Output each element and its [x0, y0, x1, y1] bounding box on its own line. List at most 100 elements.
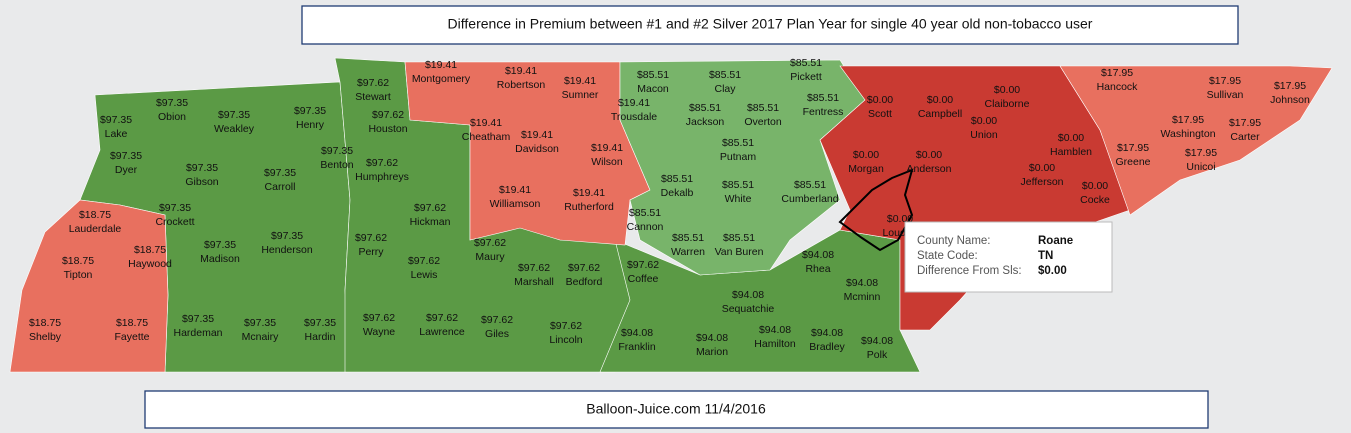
footer-box	[144, 390, 1209, 429]
county-value: $0.00	[867, 94, 893, 106]
county-name: Obion	[158, 111, 186, 123]
county-name: Rutherford	[564, 201, 614, 213]
county-value: $17.95	[1229, 117, 1261, 129]
selected-county-outline	[838, 168, 914, 252]
county-name: Madison	[200, 253, 240, 265]
county-value: $97.62	[357, 77, 389, 89]
county-value: $94.08	[811, 327, 843, 339]
county-name: Claiborne	[985, 98, 1030, 110]
county-value: $97.35	[244, 317, 276, 329]
county-value: $97.35	[186, 162, 218, 174]
county-value: $97.62	[355, 232, 387, 244]
county-name: Carter	[1230, 131, 1260, 143]
county-value: $97.35	[304, 317, 336, 329]
county-name: Coffee	[628, 273, 659, 285]
county-value: $94.08	[732, 289, 764, 301]
county-value: $97.35	[321, 145, 353, 157]
county-name: Tipton	[64, 269, 93, 281]
county-value: $0.00	[853, 149, 879, 161]
county-name: Hamblen	[1050, 146, 1092, 158]
county-name: Unicoi	[1186, 161, 1215, 173]
county-name: Morgan	[848, 163, 884, 175]
county-name: Union	[970, 129, 998, 141]
tooltip-key: County Name:	[917, 235, 991, 247]
county-name: Cumberland	[781, 193, 838, 205]
county-name: Shelby	[29, 331, 62, 343]
county-name: Sumner	[562, 89, 599, 101]
county-value: $19.41	[505, 65, 537, 77]
county-name: Maury	[475, 251, 505, 263]
county-name: Perry	[358, 246, 384, 258]
county-name: Greene	[1115, 156, 1150, 168]
county-value: $85.51	[747, 102, 779, 114]
county-value: $97.35	[182, 313, 214, 325]
county-name: Trousdale	[611, 111, 657, 123]
county-name: Lawrence	[419, 326, 465, 338]
county-name: Macon	[637, 83, 669, 95]
county-value: $18.75	[62, 255, 94, 267]
county-value: $97.35	[218, 109, 250, 121]
tooltip-value: $0.00	[1038, 265, 1067, 277]
county-value: $85.51	[807, 92, 839, 104]
county-name: Hancock	[1097, 81, 1139, 93]
county-name: Warren	[671, 246, 705, 258]
county-value: $94.08	[846, 277, 878, 289]
county-name: Pickett	[790, 71, 822, 83]
title: Difference in Premium between #1 and #2 …	[448, 16, 1093, 32]
county-value: $19.41	[521, 129, 553, 141]
tooltip-key: Difference From Sls:	[917, 265, 1022, 277]
county-name: Fayette	[114, 331, 149, 343]
county-value: $97.62	[372, 109, 404, 121]
county-value: $19.41	[470, 117, 502, 129]
county-value: $85.51	[637, 69, 669, 81]
county-value: $94.08	[696, 332, 728, 344]
tooltip-value: Roane	[1038, 235, 1073, 247]
county-value: $94.08	[621, 327, 653, 339]
tooltip-box	[904, 221, 1113, 293]
county-value: $17.95	[1101, 67, 1133, 79]
county-value: $0.00	[971, 115, 997, 127]
county-name: Franklin	[618, 341, 656, 353]
county-value: $18.75	[116, 317, 148, 329]
county-name: Henderson	[261, 244, 313, 256]
tooltip: County Name: Roane State Code: TN Difference…	[904, 221, 1113, 293]
county-value: $85.51	[672, 232, 704, 244]
county-value: $18.75	[29, 317, 61, 329]
county-value: $85.51	[723, 232, 755, 244]
county-name: Rhea	[805, 263, 830, 275]
county-value: $85.51	[794, 179, 826, 191]
region	[9, 199, 169, 373]
county-value: $97.62	[414, 202, 446, 214]
county-name: Anderson	[907, 163, 952, 175]
county-name: Polk	[867, 349, 888, 361]
county-name: Hardeman	[173, 327, 222, 339]
county-value: $0.00	[1082, 180, 1108, 192]
county-name: Marion	[696, 346, 728, 358]
county-value: $18.75	[79, 209, 111, 221]
county-name: Wayne	[363, 326, 395, 338]
county-name: Lauderdale	[69, 223, 122, 235]
county-value: $97.62	[408, 255, 440, 267]
county-name: Carroll	[265, 181, 296, 193]
county-value: $97.62	[627, 259, 659, 271]
county-value: $97.35	[100, 114, 132, 126]
county-value: $94.08	[861, 335, 893, 347]
county-value: $85.51	[722, 137, 754, 149]
county-name: Sequatchie	[722, 303, 775, 315]
county-value: $85.51	[689, 102, 721, 114]
county-value: $97.35	[159, 202, 191, 214]
county-value: $94.08	[759, 324, 791, 336]
county-value: $17.95	[1172, 114, 1204, 126]
county-value: $97.35	[264, 167, 296, 179]
county-name: Bedford	[566, 276, 603, 288]
county-name: Mcnairy	[242, 331, 280, 343]
county-value: $97.62	[568, 262, 600, 274]
county-name: Lincoln	[549, 334, 582, 346]
county-name: Hickman	[410, 216, 451, 228]
county-value: $97.62	[481, 314, 513, 326]
county-name: Giles	[485, 328, 509, 340]
county-value: $18.75	[134, 244, 166, 256]
county-name: Hardin	[305, 331, 336, 343]
county-value: $97.35	[271, 230, 303, 242]
